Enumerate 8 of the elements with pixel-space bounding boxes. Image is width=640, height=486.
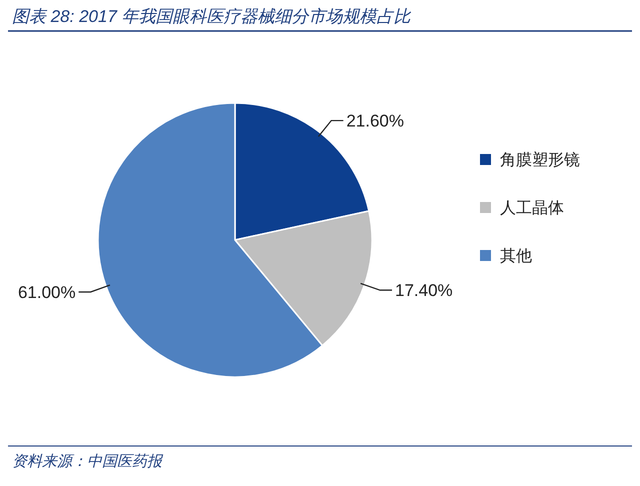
text: 资料来源：中国医药报 (12, 453, 164, 470)
data-label: 61.00% (18, 282, 76, 302)
legend-label: 人工晶体 (500, 200, 564, 217)
data-label: 21.60% (346, 112, 404, 131)
chart-title: 图表 28: 2017 年我国眼科医疗器械细分市场规模占比 (12, 7, 412, 26)
legend-label: 角膜塑形镜 (500, 151, 580, 169)
legend-label: 其他 (500, 247, 532, 265)
data-label: 17.40% (395, 281, 453, 300)
